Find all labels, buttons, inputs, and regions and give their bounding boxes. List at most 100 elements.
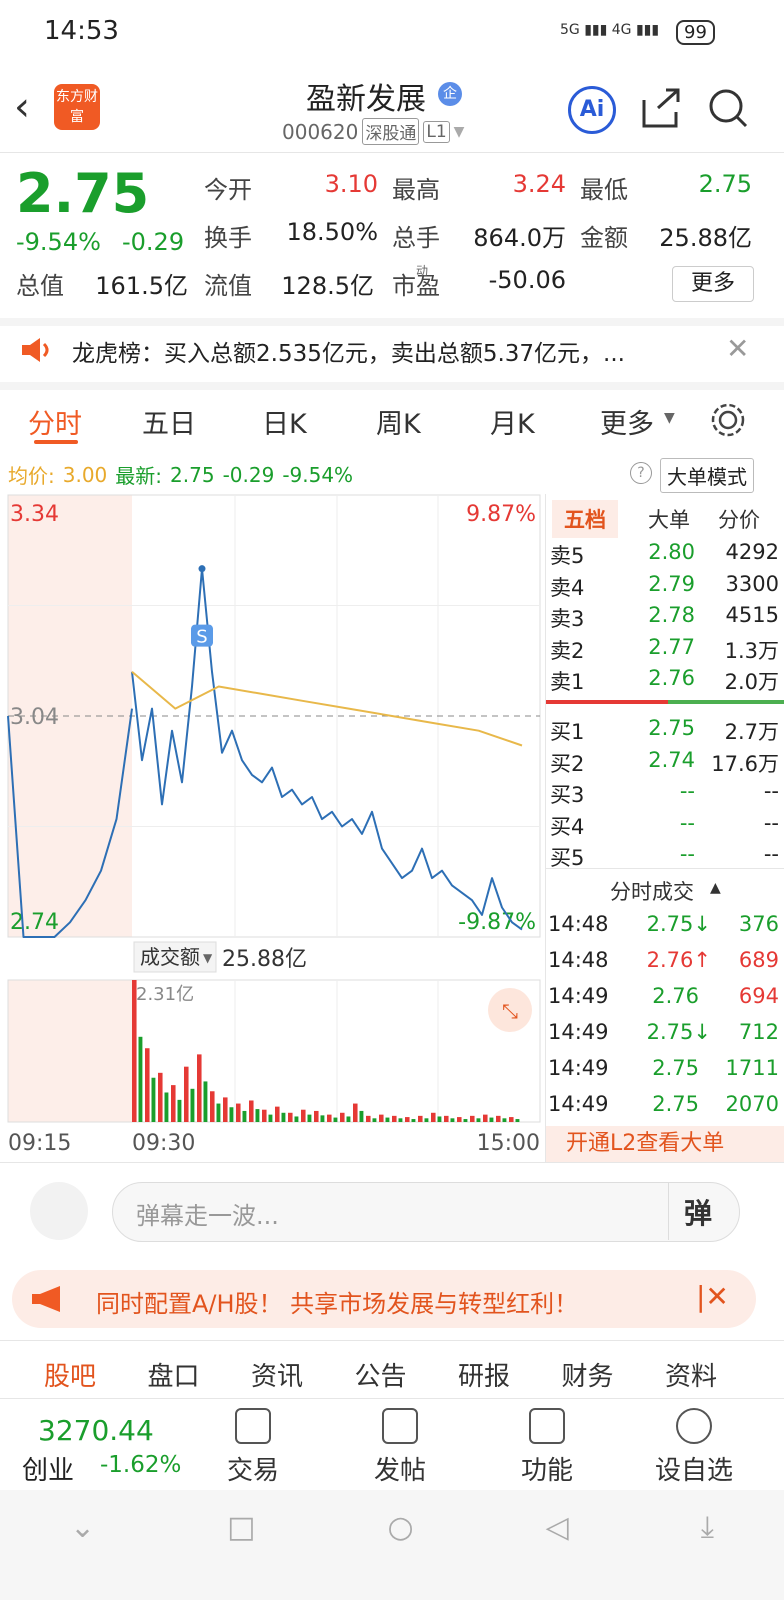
action-icon[interactable]	[676, 1408, 712, 1444]
intraday-chart: 3.34 3.04 2.74 9.87% -9.87% S 成交额 ▼ 25.88亿 2.31亿 ⤡…	[7, 494, 541, 1156]
ai-button[interactable]: Ai	[568, 86, 616, 134]
volume-bar-part	[346, 1116, 351, 1122]
book-label: 买4	[550, 814, 585, 839]
close-notice[interactable]: ✕	[726, 332, 750, 365]
volume-bar-part	[151, 1077, 156, 1122]
book-tab[interactable]: 分价	[718, 508, 760, 532]
spacer	[0, 318, 784, 326]
chart-tab[interactable]: 周K	[376, 409, 421, 440]
volume-bar	[431, 1112, 436, 1122]
bottom-tab[interactable]: 资料	[665, 1362, 718, 1392]
trade-volume: 712	[738, 1020, 779, 1044]
stat-value: 2.75	[698, 170, 752, 198]
volume-frame	[7, 979, 541, 1123]
volume-arrow: ▼	[203, 951, 213, 965]
index-name: 创业	[22, 1456, 75, 1486]
action-label[interactable]: 设自选	[654, 1456, 733, 1486]
volume-bar-part	[307, 1114, 312, 1122]
volume-bar-part	[359, 1110, 364, 1122]
action-icon[interactable]	[382, 1408, 418, 1444]
book-label: 卖3	[550, 607, 585, 631]
volume-bar-part	[242, 1110, 247, 1122]
volume-max: 2.31亿	[136, 984, 194, 1005]
volume-bar-part	[398, 1118, 403, 1122]
tab-indicator	[34, 440, 78, 444]
volume-bar	[314, 1110, 319, 1122]
danmu-toggle[interactable]	[30, 1182, 88, 1240]
market-tag: 深股通	[362, 118, 420, 145]
book-price: 2.75	[648, 716, 695, 740]
trade-time: 14:48	[548, 912, 609, 936]
book-split	[546, 700, 668, 704]
chart-tab[interactable]: 更多	[600, 409, 654, 440]
ad-close[interactable]: |✕	[696, 1280, 729, 1313]
divider	[546, 868, 784, 869]
avg-label: 均价:	[8, 464, 55, 488]
ad-banner[interactable]	[12, 1270, 756, 1328]
big-order-mode[interactable]: 大单模式	[660, 458, 754, 493]
info-change: -0.29	[222, 462, 275, 487]
action-label[interactable]: 发帖	[373, 1456, 426, 1486]
volume-bar-part	[320, 1115, 325, 1122]
volume-bar-part	[502, 1118, 507, 1122]
chart-tab[interactable]: 分时	[28, 409, 82, 440]
bottom-tab[interactable]: 公告	[354, 1362, 407, 1392]
action-label[interactable]: 功能	[520, 1456, 573, 1486]
back-button[interactable]: ‹	[14, 84, 30, 130]
more-button[interactable]: 更多	[672, 266, 754, 302]
divider	[0, 1340, 784, 1341]
y2-tick-label: 9.87%	[466, 502, 536, 527]
share-icon[interactable]	[642, 88, 680, 128]
l2-banner[interactable]: 开通L2查看大单	[546, 1126, 784, 1162]
volume-bar	[275, 1106, 280, 1122]
latest: 2.75	[170, 462, 215, 487]
chart-tab[interactable]: 月K	[490, 409, 535, 440]
volume-bar	[301, 1109, 306, 1122]
stat-value: 161.5亿	[95, 272, 188, 300]
bottom-tab[interactable]: 股吧	[44, 1362, 97, 1392]
action-icon[interactable]	[529, 1408, 565, 1444]
bottom-tab[interactable]: 研报	[458, 1362, 511, 1392]
bottom-tab[interactable]: 财务	[561, 1362, 614, 1392]
volume-bar	[197, 1054, 202, 1122]
trade-time: 14:49	[548, 1092, 609, 1116]
chart-tab[interactable]: 日K	[262, 409, 307, 440]
trades-title[interactable]: 分时成交	[610, 880, 694, 904]
volume-bar	[236, 1103, 241, 1122]
chart-tab[interactable]: 五日	[142, 409, 196, 440]
volume-bar	[405, 1117, 410, 1122]
volume-bar-part	[489, 1117, 494, 1122]
danmu-button[interactable]: 弹	[684, 1197, 713, 1230]
bottom-tab[interactable]: 资讯	[251, 1362, 304, 1392]
volume-bar	[457, 1117, 462, 1122]
book-tab[interactable]: 五档	[552, 500, 618, 538]
book-price: 2.79	[648, 571, 695, 596]
help-icon[interactable]: ?	[630, 462, 652, 484]
stat-label: 最低	[580, 176, 628, 204]
book-label: 卖4	[550, 575, 585, 600]
y-tick-label: 2.74	[10, 910, 59, 935]
danmu-input[interactable]	[112, 1182, 740, 1242]
volume-bar	[327, 1114, 332, 1122]
volume-bar	[353, 1103, 358, 1122]
stat-value: 3.10	[324, 170, 378, 198]
action-icon[interactable]	[235, 1408, 271, 1444]
notice[interactable]: 龙虎榜：买入总额2.535亿元，卖出总额5.37亿元，...	[72, 341, 625, 367]
volume-bar-part	[437, 1116, 442, 1122]
stat-label: 总值	[16, 272, 64, 300]
settings-icon[interactable]	[710, 402, 746, 438]
search-icon[interactable]	[709, 89, 743, 123]
book-tab[interactable]: 大单	[648, 508, 690, 532]
x-tick-label: 09:15	[8, 1131, 71, 1156]
volume-bar	[496, 1115, 501, 1122]
price-line	[7, 708, 133, 938]
stock-code: 000620	[282, 119, 359, 144]
volume-bar-part	[515, 1119, 520, 1122]
volume-bar-part	[424, 1118, 429, 1122]
volume-bar-part	[372, 1118, 377, 1122]
bottom-tab[interactable]: 盘口	[147, 1362, 200, 1392]
volume-bar-part	[229, 1107, 234, 1122]
volume-bar	[145, 1048, 150, 1122]
action-label[interactable]: 交易	[226, 1456, 279, 1486]
book-volume: 2.7万	[724, 720, 779, 744]
